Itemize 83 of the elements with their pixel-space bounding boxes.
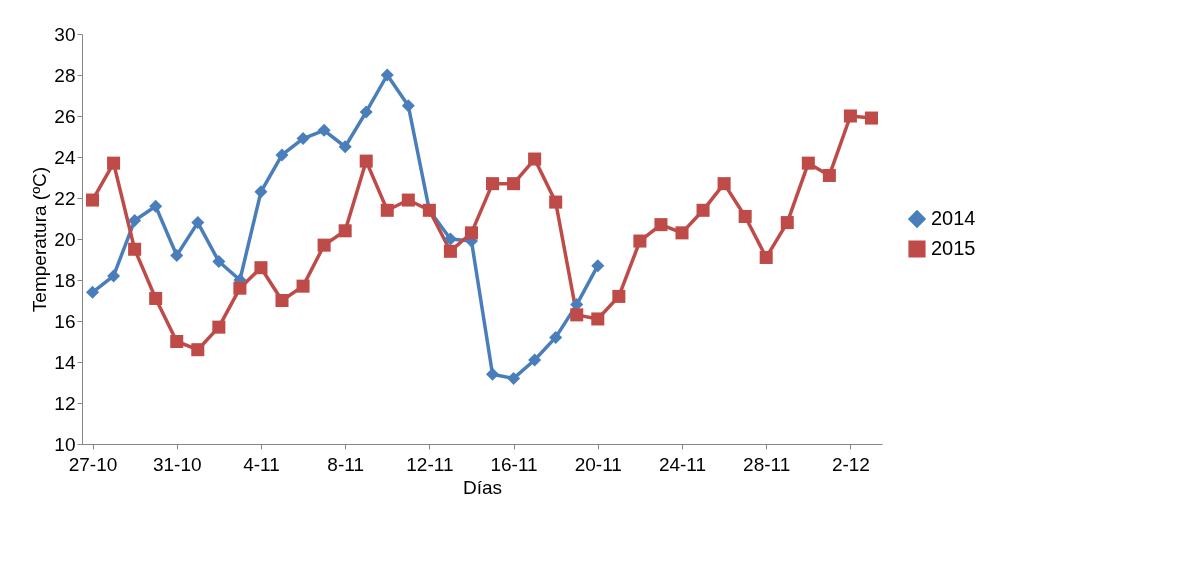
point bbox=[528, 353, 542, 367]
point bbox=[570, 308, 584, 322]
y-tick-label: 14 bbox=[54, 351, 76, 373]
point bbox=[212, 320, 226, 334]
point bbox=[338, 224, 352, 238]
y-tick-label: 30 bbox=[54, 23, 76, 45]
point bbox=[170, 334, 184, 349]
point bbox=[864, 111, 878, 125]
point bbox=[675, 226, 689, 240]
y-axis-title: Temperatura (ºC) bbox=[29, 166, 51, 313]
point bbox=[549, 195, 563, 209]
point bbox=[401, 99, 415, 113]
point bbox=[507, 371, 521, 385]
y-tick-label: 16 bbox=[54, 310, 76, 332]
x-tick-label: 8-11 bbox=[327, 453, 364, 475]
point bbox=[401, 193, 415, 207]
point bbox=[443, 244, 457, 258]
point bbox=[275, 148, 289, 162]
point bbox=[780, 216, 794, 230]
legend-label: 2014 bbox=[931, 207, 976, 229]
point bbox=[528, 152, 542, 166]
point bbox=[296, 279, 310, 293]
point bbox=[380, 68, 394, 82]
point bbox=[296, 132, 310, 146]
point bbox=[759, 250, 773, 264]
point bbox=[275, 293, 289, 308]
x-tick-label: 4-11 bbox=[243, 453, 280, 475]
point bbox=[317, 123, 331, 137]
point bbox=[212, 255, 226, 269]
x-tick-label: 27-10 bbox=[68, 453, 118, 475]
point bbox=[254, 261, 268, 275]
point bbox=[107, 156, 121, 170]
point bbox=[359, 105, 373, 119]
y-tick-label: 18 bbox=[54, 269, 76, 291]
point bbox=[443, 232, 457, 246]
x-tick-label: 24-11 bbox=[658, 453, 707, 475]
point bbox=[654, 218, 668, 232]
point bbox=[843, 109, 857, 123]
point bbox=[591, 259, 605, 273]
point bbox=[338, 140, 352, 154]
point bbox=[464, 226, 478, 240]
point bbox=[191, 216, 205, 230]
y-tick-label: 20 bbox=[54, 228, 76, 250]
y-tick-label: 24 bbox=[54, 146, 76, 168]
point bbox=[822, 168, 836, 182]
y-tick-label: 26 bbox=[54, 105, 76, 127]
point bbox=[591, 312, 605, 326]
legend-label: 2015 bbox=[931, 237, 976, 259]
x-tick-label: 2-12 bbox=[831, 453, 870, 475]
point bbox=[149, 291, 163, 305]
point bbox=[612, 289, 626, 303]
point bbox=[486, 367, 500, 381]
point bbox=[507, 177, 521, 191]
point bbox=[128, 214, 142, 228]
y-tick-label: 28 bbox=[54, 64, 76, 86]
point bbox=[107, 269, 121, 283]
x-tick-label: 28-11 bbox=[743, 453, 791, 475]
point bbox=[149, 199, 163, 213]
point bbox=[696, 203, 710, 217]
y-tick-label: 10 bbox=[54, 433, 76, 455]
point bbox=[254, 185, 268, 199]
point bbox=[170, 248, 184, 262]
x-tick-label: 16-11 bbox=[490, 453, 538, 475]
y-tick-label: 22 bbox=[54, 187, 76, 209]
x-tick-label: 12-11 bbox=[406, 453, 454, 475]
point bbox=[738, 209, 752, 223]
point bbox=[801, 156, 815, 170]
point bbox=[633, 234, 647, 248]
x-axis-title: Días bbox=[462, 476, 503, 498]
point bbox=[233, 281, 247, 295]
point bbox=[486, 177, 500, 191]
x-tick-label: 20-11 bbox=[574, 453, 622, 475]
point bbox=[86, 193, 100, 207]
point bbox=[317, 238, 331, 252]
point bbox=[128, 242, 142, 256]
point bbox=[380, 203, 394, 217]
point bbox=[717, 177, 731, 191]
point bbox=[549, 330, 563, 344]
y-tick-label: 12 bbox=[54, 392, 76, 414]
point bbox=[86, 285, 100, 299]
point bbox=[191, 343, 205, 357]
point bbox=[359, 154, 373, 168]
x-tick-label: 31-10 bbox=[152, 453, 202, 475]
